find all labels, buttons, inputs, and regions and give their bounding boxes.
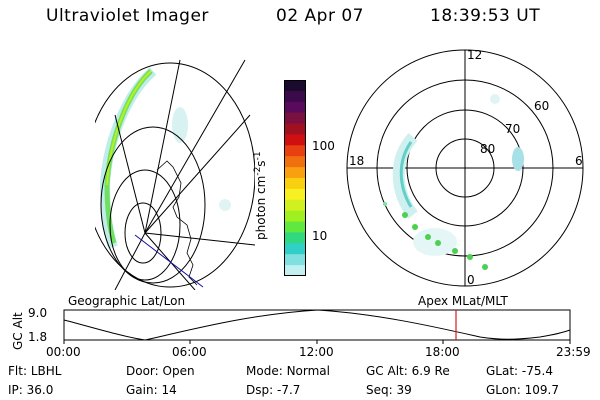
x-tick-label: 06:00 xyxy=(172,345,207,359)
mlat-label-80: 80 xyxy=(480,142,495,156)
status-glat: GLat: -75.4 xyxy=(486,364,553,378)
colorbar-segment xyxy=(284,167,306,179)
x-tick-label: 00:00 xyxy=(46,345,81,359)
meridian-line xyxy=(144,59,246,234)
status-seq: Seq: 39 xyxy=(366,383,412,397)
colorbar-segment xyxy=(284,80,306,92)
colorbar xyxy=(284,80,306,276)
mlt-label-0: 0 xyxy=(467,273,475,287)
aurora-oval-polar-core xyxy=(399,141,413,208)
colorbar-segment xyxy=(284,90,306,103)
colorbar-segment xyxy=(284,243,306,255)
meridian-line xyxy=(114,232,146,290)
meridian-line xyxy=(144,59,181,234)
emission-patch xyxy=(413,228,457,256)
status-filter: Flt: LBHL xyxy=(8,364,62,378)
x-tick-label: 18:00 xyxy=(425,345,460,359)
colorbar-segment xyxy=(284,221,306,234)
geographic-projection-panel xyxy=(95,59,255,290)
colorbar-unit-label: photon cm-2s-1 xyxy=(253,151,268,240)
observation-time: 18:39:53 UT xyxy=(430,6,541,26)
colorbar-segment xyxy=(284,199,306,212)
orbit-altitude-timeline: 9.0 1.8 GC Alt 00:00 06:00 12:00 18:00 2… xyxy=(11,306,591,359)
latitude-circle xyxy=(95,62,255,288)
colorbar-segment xyxy=(284,112,306,125)
polar-mlat-mlt-panel: 12 18 6 0 60 70 80 xyxy=(346,48,584,287)
colorbar-segment xyxy=(284,265,306,276)
aurora-oval-core xyxy=(106,70,152,186)
mlt-label-12: 12 xyxy=(467,48,482,62)
mlat-label-70: 70 xyxy=(505,122,520,136)
colorbar-segment xyxy=(284,254,306,266)
colorbar-segment xyxy=(284,123,306,136)
colorbar-segment xyxy=(284,156,306,168)
colorbar-segment xyxy=(284,188,306,201)
emission-patch xyxy=(490,94,500,104)
apex-panel-label: Apex MLat/MLT xyxy=(418,294,508,308)
emission-dot xyxy=(482,264,488,270)
observation-date: 02 Apr 07 xyxy=(276,6,364,26)
colorbar-segment xyxy=(284,232,306,244)
status-gc-alt: GC Alt: 6.9 Re xyxy=(366,364,450,378)
aurora-oval-polar xyxy=(392,132,418,219)
instrument-title: Ultraviolet Imager xyxy=(46,6,209,26)
latitude-circle xyxy=(124,202,162,264)
status-ip: IP: 36.0 xyxy=(8,383,54,397)
colorbar-border xyxy=(284,80,306,276)
timeline-frame xyxy=(63,309,571,341)
emission-dot xyxy=(452,248,458,254)
geographic-panel-label: Geographic Lat/Lon xyxy=(68,294,186,308)
orbit-track xyxy=(134,234,204,288)
timeline-axis-label: GC Alt xyxy=(11,312,25,350)
colorbar-segment xyxy=(284,210,306,223)
emission-patch xyxy=(219,199,231,211)
colorbar-segment xyxy=(284,134,306,146)
status-glon: GLon: 109.7 xyxy=(486,383,559,397)
x-tick-label: 23:59 xyxy=(556,345,591,359)
meridian-line xyxy=(144,232,255,246)
emission-patch-dawn xyxy=(512,147,524,171)
emission-dot xyxy=(425,234,431,240)
emission-dot xyxy=(383,202,387,206)
status-door: Door: Open xyxy=(126,364,195,378)
mlt-label-18: 18 xyxy=(349,154,364,168)
antarctic-coastline xyxy=(156,160,198,286)
latitude-circle xyxy=(109,169,181,281)
emission-dot xyxy=(435,240,441,246)
status-mode: Mode: Normal xyxy=(246,364,330,378)
colorbar-segment xyxy=(284,101,306,114)
emission-dot xyxy=(402,212,408,218)
colorbar-tick-10: 10 xyxy=(312,229,328,243)
emission-patch xyxy=(172,107,188,143)
status-dsp: Dsp: -7.7 xyxy=(246,383,301,397)
y-tick-9: 9.0 xyxy=(28,306,47,320)
mlt-label-6: 6 xyxy=(575,154,583,168)
colorbar-tick-100: 100 xyxy=(312,139,335,153)
status-gain: Gain: 14 xyxy=(126,383,177,397)
meridian-line xyxy=(144,114,251,234)
colorbar-segment xyxy=(284,178,306,190)
meridian-line xyxy=(114,114,146,234)
x-tick-label: 12:00 xyxy=(299,345,334,359)
emission-dot xyxy=(412,224,418,230)
colorbar-segment xyxy=(284,145,306,157)
mlat-label-60: 60 xyxy=(534,99,549,113)
emission-dot xyxy=(467,254,473,260)
y-tick-1-8: 1.8 xyxy=(28,330,47,344)
altitude-curve xyxy=(63,309,571,341)
latitude-circle xyxy=(100,126,206,284)
